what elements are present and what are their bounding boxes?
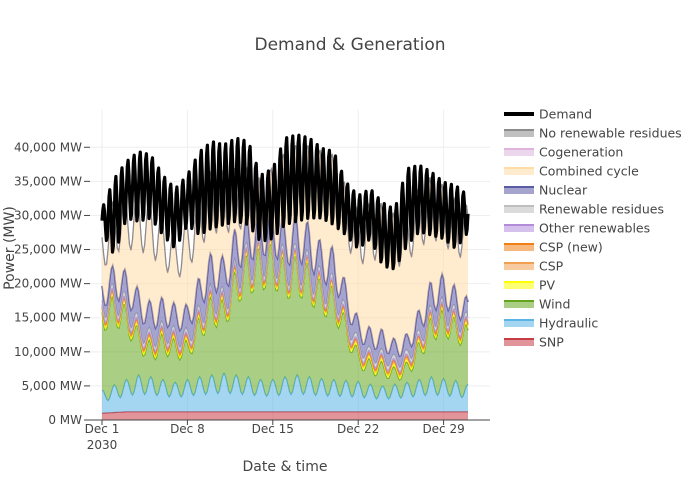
legend-item-renewable-residues: Renewable residues	[504, 202, 664, 217]
legend-swatch	[504, 167, 534, 175]
legend-item-cogeneration: Cogeneration	[504, 145, 623, 160]
y-tick-label: 20,000 MW	[14, 277, 82, 291]
y-tick-label: 0 MW	[48, 413, 82, 427]
chart-title: Demand & Generation	[255, 35, 446, 55]
area-hydraulic	[102, 373, 468, 414]
legend-swatch	[504, 129, 534, 137]
demand-line-layer	[100, 133, 470, 271]
x-tick-sublabel: 2030	[87, 438, 118, 452]
y-tick-label: 40,000 MW	[14, 140, 82, 154]
y-tick-label: 30,000 MW	[14, 208, 82, 222]
legend-swatch	[504, 262, 534, 270]
area-wind	[102, 244, 468, 401]
legend-swatch	[504, 281, 534, 289]
legend-item-demand: Demand	[504, 107, 592, 122]
legend-swatch	[504, 338, 534, 346]
legend-label: Renewable residues	[539, 202, 664, 217]
legend-item-combined-cycle: Combined cycle	[504, 164, 639, 179]
legend-item-other-renewables: Other renewables	[504, 221, 650, 236]
legend-swatch	[504, 148, 534, 156]
legend-label: Demand	[539, 107, 592, 122]
legend-swatch	[504, 224, 534, 232]
legend-label: Wind	[539, 297, 570, 312]
legend-swatch	[504, 300, 534, 308]
legend-label: Hydraulic	[539, 316, 598, 331]
legend-label: CSP (new)	[539, 240, 603, 255]
legend-label: CSP	[539, 259, 564, 274]
y-tick-label: 35,000 MW	[14, 174, 82, 188]
legend-swatch	[504, 205, 534, 213]
legend-swatch	[504, 243, 534, 251]
legend-item-pv: PV	[504, 278, 556, 293]
area-nuclear	[102, 205, 468, 368]
legend-label: Other renewables	[539, 221, 650, 236]
x-axis-ticks: Dec 1 2030 Dec 8 Dec 15 Dec 22 Dec 29	[85, 420, 465, 452]
legend-label: Combined cycle	[539, 164, 639, 179]
x-tick-label: Dec 29	[422, 422, 464, 436]
legend-item-nuclear: Nuclear	[504, 183, 588, 198]
x-tick-label: Dec 1	[85, 422, 120, 436]
area-combined-cycle	[102, 146, 468, 357]
legend-label: Cogeneration	[539, 145, 623, 160]
legend-label: PV	[539, 278, 556, 293]
legend-label: Nuclear	[539, 183, 588, 198]
legend-item-csp: CSP	[504, 259, 564, 274]
stacked-areas	[101, 145, 469, 420]
x-tick-label: Dec 8	[170, 422, 205, 436]
legend-item-wind: Wind	[504, 297, 570, 312]
line-demand	[100, 133, 470, 271]
y-tick-label: 5,000 MW	[22, 379, 83, 393]
x-tick-label: Dec 22	[337, 422, 379, 436]
area-snp	[102, 411, 468, 420]
legend-label: SNP	[539, 335, 564, 350]
legend-label: No renewable residues	[539, 126, 682, 141]
legend-item-no-renewable-residues: No renewable residues	[504, 126, 682, 141]
legend: Demand No renewable residues Cogeneration C…	[504, 107, 682, 350]
y-tick-label: 25,000 MW	[14, 243, 82, 257]
x-tick-label: Dec 15	[252, 422, 294, 436]
legend-item-csp-new: CSP (new)	[504, 240, 603, 255]
x-axis-title: Date & time	[243, 459, 328, 475]
legend-swatch	[504, 186, 534, 194]
y-axis-title: Power (MW)	[2, 206, 18, 290]
y-tick-label: 10,000 MW	[14, 345, 82, 359]
legend-swatch	[504, 319, 534, 327]
y-axis-ticks: 0 MW 5,000 MW 10,000 MW 15,000 MW 20,000 MW 2…	[14, 140, 90, 427]
y-tick-label: 15,000 MW	[14, 311, 82, 325]
legend-item-snp: SNP	[504, 335, 564, 350]
legend-item-hydraulic: Hydraulic	[504, 316, 598, 331]
